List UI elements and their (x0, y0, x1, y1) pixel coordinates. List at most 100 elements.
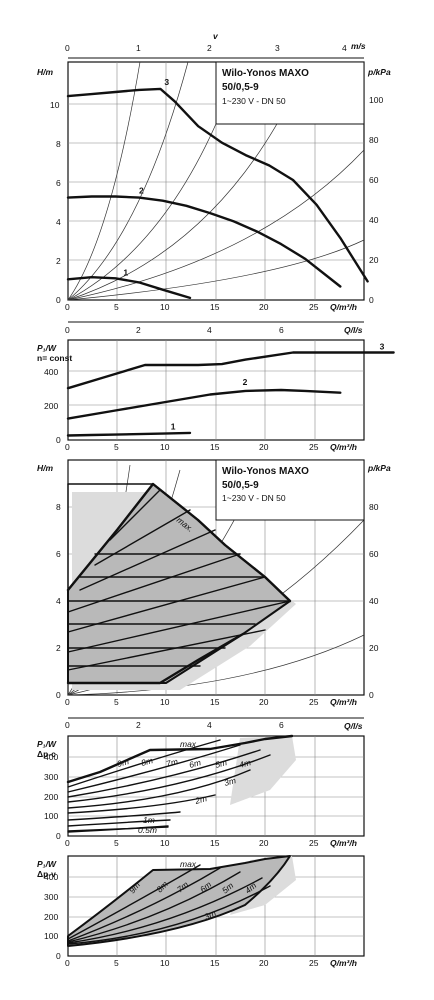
power-dpc-grid (68, 736, 364, 836)
power-dpv-y-tick: 300 (44, 892, 58, 902)
head-y2-tick: 0 (369, 295, 374, 305)
dpc-label-4m: 4m (238, 757, 252, 770)
power-dpc-shadow (230, 736, 296, 805)
power-dpv-x-tick: 15 (210, 958, 220, 968)
head-y2-ticks: 0 20 40 60 80 100 (369, 95, 383, 305)
velocity-axis-unit: m/s (351, 41, 366, 51)
series-line-2 (66, 388, 342, 420)
power-dpc-max-label: max. (180, 739, 198, 749)
control-x-tick: 25 (309, 697, 319, 707)
head-ls-tick: 4 (207, 325, 212, 335)
power-dpv-y-note: Δp-v (37, 869, 56, 879)
control-ls-tick: 6 (279, 720, 284, 730)
power-const-y-tick: 200 (44, 401, 58, 411)
power-dpc-min-curve (67, 826, 169, 832)
control-ls-label: Q/l/s (344, 721, 363, 731)
control-y2-ticks: 0 20 40 60 80 (369, 502, 379, 700)
head-x-tick: 0 (65, 302, 70, 312)
dpc-label-2m: 2m (193, 793, 208, 806)
control-x-tick: 5 (114, 697, 119, 707)
control-y2-tick: 80 (369, 502, 379, 512)
velocity-tick: 0 (65, 43, 70, 53)
head-y2-tick: 40 (369, 215, 379, 225)
control-x-tick: 10 (160, 697, 170, 707)
power-const-x-tick: 15 (210, 442, 220, 452)
control-info-subtitle: 50/0,5-9 (222, 480, 259, 491)
head-x-tick: 25 (309, 302, 319, 312)
control-y-ticks: 0 2 4 6 8 (56, 502, 61, 700)
dpc-label-7m: 7m (165, 756, 179, 769)
power-const-panel: 123 P₁/W n= const Q/m³/h 0 200 400 0 5 1… (37, 339, 395, 452)
control-ls-tick: 4 (207, 720, 212, 730)
head-info-title: Wilo-Yonos MAXO (222, 68, 309, 79)
head-y-tick: 0 (56, 295, 61, 305)
control-ls-ticks: 0 2 4 6 (65, 720, 284, 730)
power-dpv-y-tick: 0 (56, 951, 61, 961)
head-x-tick: 5 (114, 302, 119, 312)
power-dpc-y-tick: 400 (44, 752, 58, 762)
series-line-2 (66, 195, 342, 288)
head-y-tick: 8 (56, 139, 61, 149)
power-dpc-panel: 9m 8m 7m 6m 5m 4m 3m 2m 1m 0.5m max. P₁/… (37, 734, 365, 848)
power-dpc-x-tick: 15 (210, 838, 220, 848)
power-dpc-y-tick: 300 (44, 772, 58, 782)
power-dpc-y-tick: 0 (56, 831, 61, 841)
series-label-2: 2 (139, 186, 144, 196)
head-y-tick: 6 (56, 178, 61, 188)
power-dpc-max-curve (66, 734, 294, 784)
dpc-label-3m: 3m (223, 775, 237, 788)
head-y-tick: 2 (56, 256, 61, 266)
system-curves (67, 61, 365, 301)
power-dpc-lines (67, 739, 271, 833)
control-y2-tick: 60 (369, 549, 379, 559)
velocity-axis-label: v (213, 31, 219, 41)
head-x-tick: 20 (259, 302, 269, 312)
power-const-y-label: P₁/W (37, 343, 57, 353)
power-dpv-x-tick: 20 (259, 958, 269, 968)
power-dpv-x-ticks: 0 5 10 15 20 25 (65, 958, 319, 968)
control-info-title: Wilo-Yonos MAXO (222, 466, 309, 477)
control-y-tick: 4 (56, 596, 61, 606)
control-y-label: H/m (37, 463, 54, 473)
power-dpv-x-tick: 25 (309, 958, 319, 968)
power-dpc-x-tick: 5 (114, 838, 119, 848)
dpc-label-8m: 8m (140, 755, 154, 768)
head-curves-panel: v m/s 0 1 2 3 4 (37, 31, 391, 335)
velocity-tick-labels: 0 1 2 3 4 (65, 43, 347, 53)
power-const-x-tick: 20 (259, 442, 269, 452)
power-const-x-ticks: 0 5 10 15 20 25 (65, 442, 319, 452)
series-line-3 (66, 351, 395, 390)
control-x-tick: 20 (259, 697, 269, 707)
power-const-x-tick: 25 (309, 442, 319, 452)
head-y-ticks: 0 2 4 6 8 10 (50, 100, 61, 305)
dpc-label-9m: 9m (116, 756, 130, 769)
power-dpc-y-tick: 200 (44, 792, 58, 802)
velocity-tick: 3 (275, 43, 280, 53)
head-y2-tick: 20 (369, 255, 379, 265)
power-const-x-tick: 10 (160, 442, 170, 452)
power-dpc-y-ticks: 0 100 200 300 400 (44, 752, 61, 841)
head-y-axis-label: H/m (37, 67, 54, 77)
series-line-1 (66, 276, 192, 300)
velocity-tick: 4 (342, 43, 347, 53)
power-dpv-area (67, 855, 291, 947)
series-label-1: 1 (171, 422, 176, 432)
head-x-axis-label: Q/m³/h (330, 302, 357, 312)
power-const-y-ticks: 0 200 400 (44, 367, 61, 445)
control-x-ticks: 0 5 10 15 20 25 (65, 697, 319, 707)
head-y2-axis-label: p/kPa (367, 67, 391, 77)
power-dpc-x-tick: 0 (65, 838, 70, 848)
head-ls-tick: 2 (136, 325, 141, 335)
power-dpv-x-label: Q/m³/h (330, 958, 357, 968)
power-dpv-y-tick: 400 (44, 872, 58, 882)
power-dpc-x-label: Q/m³/h (330, 838, 357, 848)
head-x-tick: 15 (210, 302, 220, 312)
head-y-tick: 10 (50, 100, 60, 110)
power-dpc-head-labels: 9m 8m 7m 6m 5m 4m 3m 2m 1m 0.5m (116, 755, 252, 835)
control-y-tick: 2 (56, 643, 61, 653)
control-info-spec: 1~230 V - DN 50 (222, 493, 286, 503)
series-label-1: 1 (123, 267, 128, 277)
power-dpv-max-label: max. (180, 859, 198, 869)
head-info-subtitle: 50/0,5-9 (222, 82, 259, 93)
